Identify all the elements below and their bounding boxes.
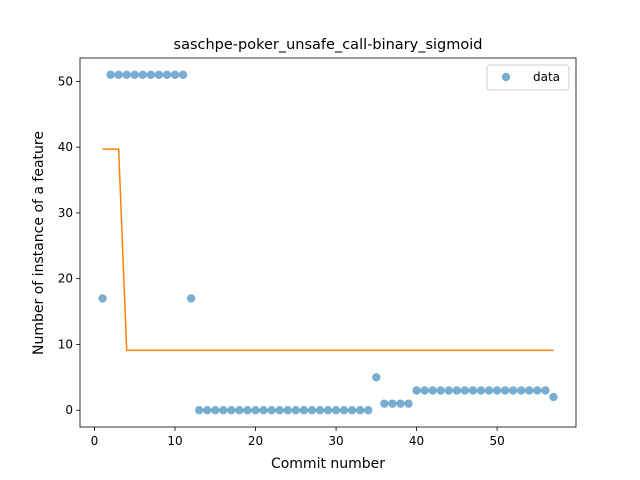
- data-point: [331, 406, 341, 415]
- x-tick-label: 0: [91, 434, 99, 448]
- data-point: [130, 70, 139, 79]
- x-tick-label: 10: [167, 434, 182, 448]
- y-tick-label: 40: [58, 140, 73, 154]
- data-point: [388, 399, 397, 408]
- data-point: [154, 70, 164, 79]
- data-point: [452, 386, 462, 395]
- x-axis-label: Commit number: [271, 456, 385, 472]
- data-point: [194, 406, 204, 415]
- data-point: [533, 386, 542, 395]
- data-point: [525, 386, 534, 395]
- chart-title: saschpe-poker_unsafe_call-binary_sigmoid: [174, 37, 483, 53]
- y-tick-label: 30: [58, 206, 73, 220]
- data-point: [476, 386, 486, 395]
- axes-frame: [79, 57, 577, 428]
- y-tick-label: 10: [58, 337, 73, 351]
- data-point: [541, 386, 550, 395]
- data-point: [364, 406, 373, 415]
- y-tick-label: 50: [58, 74, 73, 88]
- y-axis-label: Number of instance of a feature: [31, 131, 47, 355]
- data-point: [203, 406, 212, 415]
- data-point: [356, 406, 365, 415]
- data-point: [122, 70, 131, 79]
- x-tick-label: 30: [328, 434, 343, 448]
- data-point: [492, 386, 502, 395]
- data-point: [444, 386, 453, 395]
- legend-marker: [501, 72, 511, 82]
- x-tick-label: 20: [248, 434, 263, 448]
- plot-area: 0 10 20 30 40 50 0 10 20 30 40 50: [58, 57, 577, 448]
- data-point: [251, 406, 260, 415]
- data-point: [98, 294, 107, 303]
- data-point: [484, 386, 494, 395]
- data-point: [211, 406, 220, 415]
- data-point: [235, 406, 244, 415]
- data-point: [106, 70, 115, 79]
- data-point: [549, 392, 558, 402]
- legend-label: data: [533, 70, 560, 84]
- y-tick-label: 20: [58, 272, 73, 286]
- data-point: [500, 386, 510, 395]
- data-point: [404, 399, 413, 408]
- data-point: [227, 406, 236, 415]
- legend-box: [486, 64, 570, 91]
- data-point: [380, 399, 389, 408]
- data-point: [146, 70, 156, 79]
- data-point: [283, 406, 292, 415]
- data-point: [420, 386, 429, 395]
- data-point: [468, 386, 478, 395]
- x-tick-label: 40: [409, 434, 424, 448]
- data-point: [178, 70, 188, 79]
- data-point: [291, 406, 300, 415]
- data-point: [396, 399, 405, 408]
- legend: data: [486, 64, 570, 91]
- data-point: [138, 70, 148, 79]
- data-point: [186, 294, 196, 303]
- data-point: [428, 386, 437, 395]
- data-point: [307, 406, 317, 415]
- y-tick-label: 0: [65, 403, 73, 417]
- data-point: [436, 386, 445, 395]
- data-point: [267, 406, 276, 415]
- data-point: [347, 406, 357, 415]
- data-point: [323, 406, 333, 415]
- data-point: [170, 70, 180, 79]
- data-point: [508, 386, 518, 395]
- x-tick-label: 50: [489, 434, 504, 448]
- data-point: [339, 406, 349, 415]
- data-point: [412, 386, 421, 395]
- data-point: [299, 406, 309, 415]
- data-point: [275, 406, 284, 415]
- data-point: [114, 70, 123, 79]
- data-point: [219, 406, 228, 415]
- data-point: [517, 386, 526, 395]
- data-point: [372, 373, 381, 382]
- data-point: [243, 406, 252, 415]
- data-point: [259, 406, 268, 415]
- data-point: [315, 406, 325, 415]
- fit-line: [102, 148, 554, 352]
- data-point: [460, 386, 470, 395]
- data-point: [162, 70, 172, 79]
